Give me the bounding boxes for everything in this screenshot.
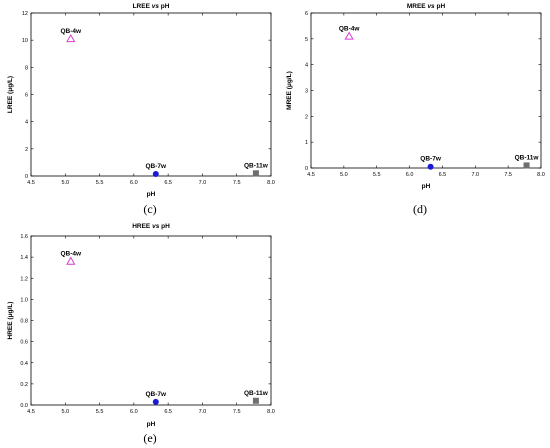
chart-title-vs: vs [152,3,160,10]
y-axis-label: LREE (μg/L) [7,76,14,113]
chart-panel-2: HREE vs pH 4.5 5.0 5.5 6.0 6.5 7.0 7.5 8.0 0.0 0.2… [7,223,275,445]
y-tick-label: 5 [305,37,308,43]
x-tick-label: 7.0 [199,409,207,415]
y-tick-label: 0.8 [20,319,28,325]
x-tick-label: 6.0 [406,172,414,178]
chart-title-part: MREE [407,3,428,10]
x-tick-label: 7.5 [504,172,512,178]
data-point-label: QB-4w [339,25,361,32]
y-tick-label: 4 [305,63,308,69]
x-tick-label: 6.5 [439,172,447,178]
plot-frame [30,12,272,177]
x-tick-label: 6.5 [164,180,172,186]
chart-panel-1: MREE vs pH 4.5 5.0 5.5 6.0 6.5 7.0 7.5 8.0 0 1 2 3 4 5… [286,3,545,216]
y-tick-label: 0.2 [20,382,28,388]
x-tick-label: 5.5 [96,409,104,415]
y-tick-label: 0.0 [20,403,28,409]
x-tick-label: 7.0 [471,172,479,178]
data-point-label: QB-4w [60,250,82,257]
x-tick-label: 5.0 [61,180,69,186]
x-tick-label: 6.0 [130,180,138,186]
y-axis-label: HREE (μg/L) [7,302,14,340]
data-point-square [252,170,259,177]
y-tick-label: 6 [305,11,308,17]
chart-title: LREE vs pH [133,3,170,10]
chart-title-part: pH [435,3,446,10]
y-tick-label: 1 [305,140,308,146]
x-axis-label: pH [147,421,156,428]
data-point-triangle [66,256,76,265]
data-point-circle [152,170,159,177]
y-tick-label: 1.2 [20,276,28,282]
x-axis-label: pH [422,183,431,190]
data-point-triangle [344,31,354,40]
chart-title: HREE vs pH [132,223,170,230]
chart-title-vs: vs [427,3,435,10]
x-tick-label: 8.0 [267,180,275,186]
data-point-label: QB-11w [244,162,269,169]
y-tick-label: 0 [25,174,28,180]
x-tick-label: 4.5 [27,409,35,415]
x-tick-label: 7.5 [233,409,241,415]
chart-title-vs: vs [152,223,160,230]
data-point-label: QB-7w [146,391,168,398]
y-tick-label: 12 [22,11,28,17]
y-tick-label: 10 [22,38,28,44]
x-tick-label: 8.0 [537,172,545,178]
y-tick-label: 0 [305,166,308,172]
y-tick-label: 1.4 [20,255,28,261]
chart-title-part: HREE [132,223,152,230]
y-tick-label: 6 [25,93,28,99]
plot-frame [30,235,272,406]
data-point-triangle [66,34,76,43]
x-tick-label: 6.5 [164,409,172,415]
panel-tag: (c) [143,202,156,216]
y-tick-label: 4 [25,120,28,126]
chart-title-part: pH [159,223,170,230]
chart-panel-0: LREE vs pH 4.5 5.0 5.5 6.0 6.5 7.0 7.5 8.0 0 2 4 6 8 1… [7,3,275,216]
data-point-label: QB-7w [146,163,168,170]
data-point-circle [152,398,159,405]
x-tick-label: 5.0 [61,409,69,415]
y-tick-label: 0.6 [20,340,28,346]
data-point-label: QB-4w [60,28,82,35]
x-tick-label: 5.5 [373,172,381,178]
y-tick-label: 1.0 [20,297,28,303]
x-tick-label: 6.0 [130,409,138,415]
y-tick-label: 2 [25,147,28,153]
x-tick-label: 7.5 [233,180,241,186]
x-tick-label: 4.5 [27,180,35,186]
data-point-square [252,397,259,404]
data-point-circle [427,163,434,170]
panel-tag: (e) [143,431,156,445]
y-tick-label: 0.4 [20,361,28,367]
x-axis-label: pH [147,191,156,198]
panel-tag: (d) [413,202,427,216]
data-point-label: QB-11w [244,390,269,397]
plot-frame [310,12,542,169]
data-point-label: QB-11w [515,154,540,161]
x-tick-label: 8.0 [267,409,275,415]
x-tick-label: 4.5 [307,172,315,178]
chart-title: MREE vs pH [407,3,446,10]
data-point-square [523,162,530,169]
y-tick-label: 3 [305,89,308,95]
y-axis-label: MREE (μg/L) [286,71,293,110]
data-point-label: QB-7w [420,156,442,163]
x-tick-label: 5.0 [340,172,348,178]
y-tick-label: 8 [25,65,28,71]
chart-title-part: pH [159,3,170,10]
chart-title-part: LREE [133,3,152,10]
x-tick-label: 5.5 [96,180,104,186]
y-tick-label: 1.6 [20,234,28,240]
x-tick-label: 7.0 [199,180,207,186]
y-tick-label: 2 [305,114,308,120]
